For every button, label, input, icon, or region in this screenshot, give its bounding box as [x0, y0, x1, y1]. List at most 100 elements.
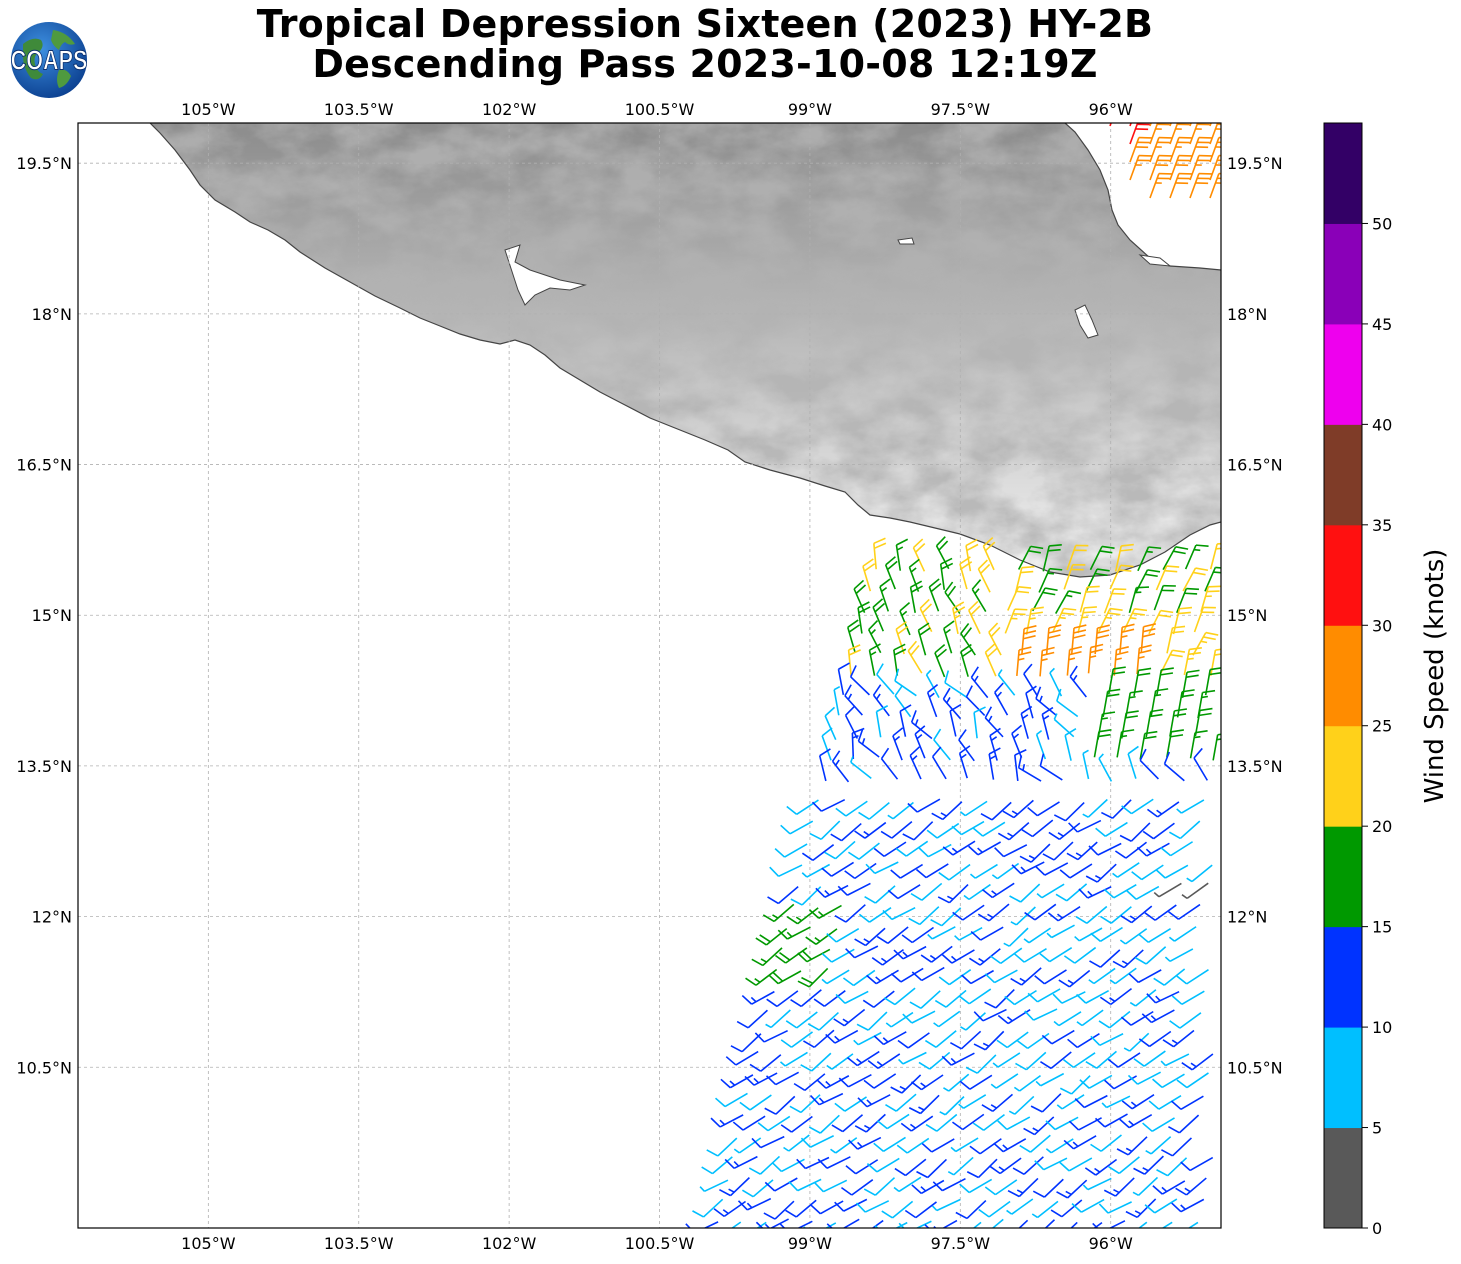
wind-barb	[748, 1155, 781, 1175]
wind-barb	[706, 1137, 738, 1157]
wind-barb	[925, 1113, 958, 1132]
wind-barb	[873, 537, 887, 570]
lon-label-top: 97.5°W	[931, 100, 991, 119]
wind-barb	[862, 558, 876, 592]
wind-barb	[783, 1134, 810, 1152]
lat-label-right: 18°N	[1227, 305, 1267, 324]
wind-barb	[965, 1054, 997, 1074]
wind-barb	[1021, 819, 1054, 838]
wind-barb	[978, 1200, 1011, 1218]
lat-label-left: 12°N	[32, 908, 72, 927]
colorbar-tick-label: 10	[1372, 1018, 1392, 1037]
wind-barb	[1155, 565, 1180, 591]
wind-barb	[1128, 586, 1150, 613]
wind-barb	[1066, 645, 1083, 676]
colorbar-tick-label: 20	[1372, 817, 1392, 836]
wind-barb	[965, 685, 986, 716]
wind-barb	[749, 1054, 782, 1072]
wind-barb	[1144, 904, 1177, 921]
wind-barb	[692, 1198, 724, 1218]
wind-barb	[883, 987, 916, 1006]
wind-barb	[1212, 733, 1221, 761]
lon-label-bottom: 97.5°W	[931, 1234, 991, 1253]
wind-barb	[710, 1114, 744, 1128]
wind-barb	[1129, 136, 1152, 163]
wind-barb	[1035, 1072, 1065, 1087]
wind-barb	[1063, 946, 1097, 964]
title-line-2: Descending Pass 2023-10-08 12:19Z	[312, 42, 1098, 86]
wind-barb	[1169, 136, 1192, 163]
wind-barb	[844, 684, 863, 716]
wind-barb	[972, 821, 1006, 837]
wind-barb	[1127, 745, 1139, 779]
wind-barb	[849, 665, 870, 696]
wind-barb	[857, 729, 880, 758]
wind-barb	[1166, 1221, 1199, 1228]
colorbar-bin	[1324, 524, 1362, 626]
wind-barb	[1142, 1117, 1175, 1132]
wind-barb	[808, 1114, 840, 1134]
wind-barb	[1007, 585, 1032, 611]
wind-barb	[960, 1012, 986, 1031]
wind-barb	[762, 903, 795, 923]
wind-barb	[893, 1176, 922, 1193]
wind-barb	[1010, 906, 1036, 926]
wind-barb	[997, 669, 1016, 696]
wind-barb	[1004, 608, 1028, 634]
wind-barb	[741, 990, 775, 1005]
wind-barb	[754, 1029, 788, 1043]
wind-barb	[876, 663, 895, 695]
wind-barb	[1162, 546, 1189, 570]
wind-barb	[1052, 991, 1086, 1004]
wind-barb	[941, 949, 975, 964]
wind-barb	[911, 966, 945, 982]
wind-barb	[1113, 646, 1129, 676]
wind-barb	[931, 801, 963, 821]
wind-barb	[1054, 590, 1082, 614]
wind-barb	[847, 842, 880, 860]
wind-barb	[918, 843, 952, 858]
wind-barb	[1122, 608, 1148, 633]
wind-barb	[724, 1155, 758, 1170]
wind-barb	[810, 1200, 844, 1215]
wind-barb	[890, 1074, 922, 1094]
wind-barb	[1200, 585, 1221, 612]
wind-barb	[1193, 606, 1216, 633]
map-area	[78, 123, 1221, 1228]
lon-label-top: 105°W	[181, 100, 236, 119]
lon-label-bottom: 99°W	[788, 1234, 832, 1253]
wind-barb	[1109, 564, 1134, 590]
wind-barb	[1138, 1221, 1148, 1228]
wind-barb	[1066, 841, 1098, 861]
colorbar-bin	[1324, 926, 1362, 1028]
wind-barb	[830, 1137, 858, 1154]
wind-barb	[1133, 1155, 1164, 1175]
wind-barb	[908, 906, 940, 926]
wind-barb	[779, 1051, 808, 1067]
wind-barb	[834, 1096, 867, 1112]
colorbar-bin	[1324, 123, 1362, 224]
wind-barb	[830, 822, 862, 842]
wind-barb	[1171, 990, 1205, 1006]
wind-barb	[969, 863, 998, 879]
wind-barb	[1050, 1199, 1083, 1218]
wind-barb	[959, 1178, 993, 1194]
wind-barb	[854, 927, 886, 947]
wind-barb	[1152, 1073, 1185, 1089]
wind-barb	[909, 746, 922, 780]
wind-barb	[1176, 969, 1209, 985]
wind-barb	[892, 727, 904, 761]
wind-barb	[1176, 1072, 1209, 1089]
wind-barb	[984, 988, 1015, 1009]
wind-barb	[938, 969, 972, 986]
wind-barb	[719, 1177, 750, 1197]
wind-barb	[797, 967, 829, 988]
wind-barb	[701, 1156, 733, 1175]
wind-barb	[894, 684, 912, 718]
wind-barb	[1077, 606, 1097, 634]
wind-barb	[1146, 801, 1180, 818]
wind-barb	[910, 1074, 944, 1091]
wind-barb	[1103, 1177, 1135, 1197]
wind-barb	[924, 1030, 957, 1048]
colorbar-tick-label: 0	[1372, 1219, 1382, 1238]
